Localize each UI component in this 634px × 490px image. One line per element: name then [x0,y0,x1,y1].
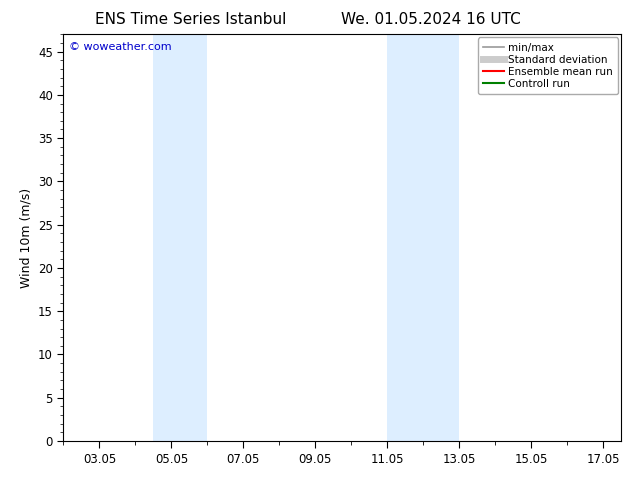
Bar [153,34,207,441]
Text: © woweather.com: © woweather.com [69,43,172,52]
Bar [387,34,460,441]
Text: ENS Time Series Istanbul: ENS Time Series Istanbul [94,12,286,27]
Text: We. 01.05.2024 16 UTC: We. 01.05.2024 16 UTC [341,12,521,27]
Legend: min/max, Standard deviation, Ensemble mean run, Controll run: min/max, Standard deviation, Ensemble me… [478,37,618,94]
Y-axis label: Wind 10m (m/s): Wind 10m (m/s) [20,188,32,288]
